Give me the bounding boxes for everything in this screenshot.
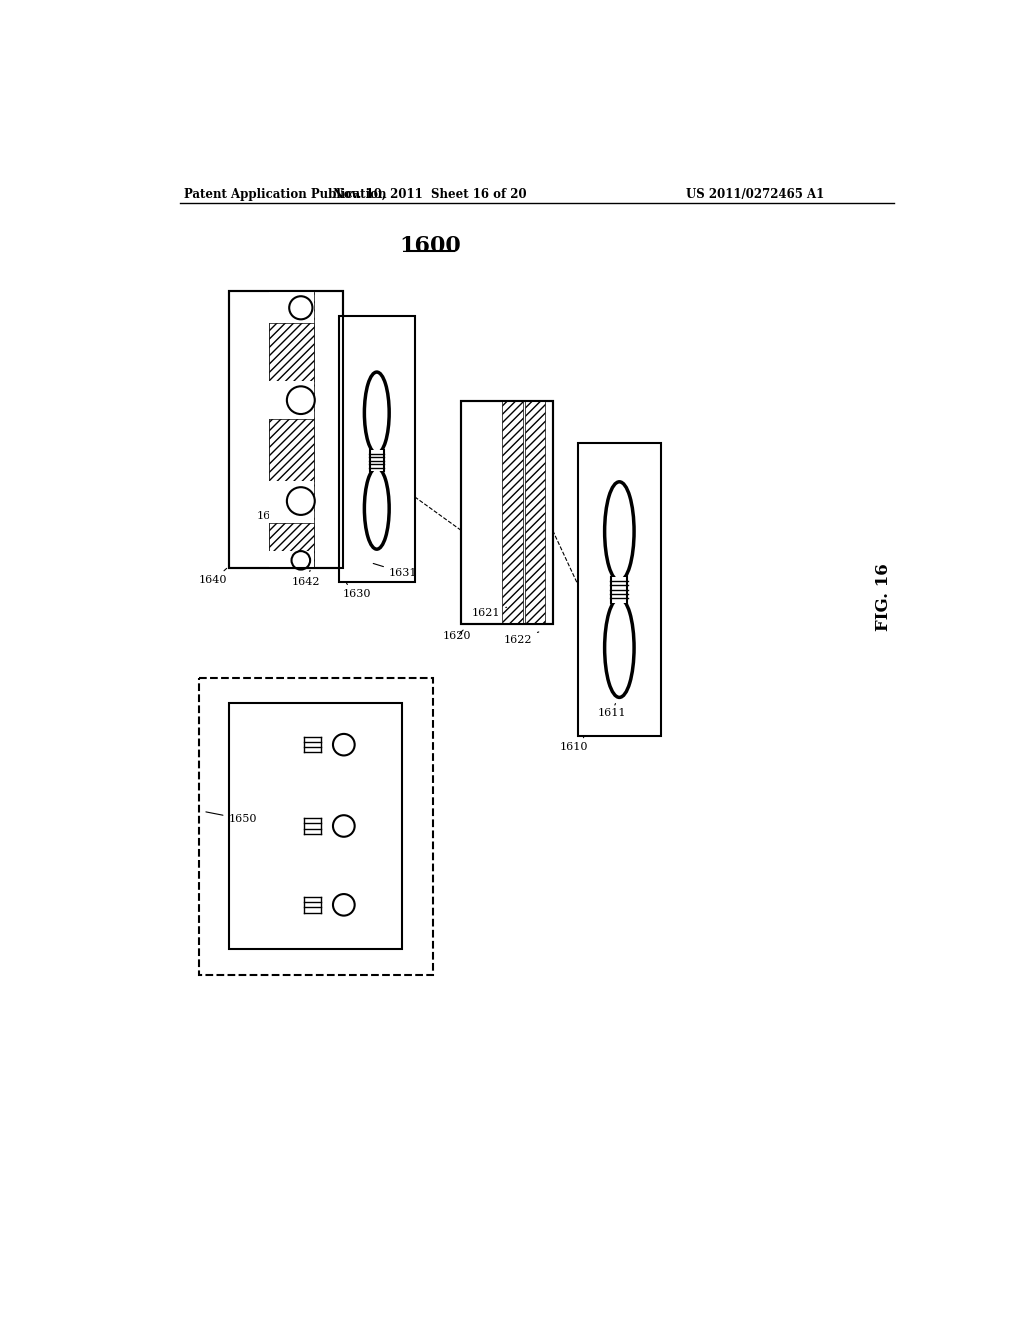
Text: 1640: 1640: [199, 569, 227, 585]
Bar: [269, 290, 314, 568]
Circle shape: [333, 734, 354, 755]
Bar: [524, 401, 545, 624]
Bar: [578, 444, 662, 737]
Bar: [269, 524, 314, 568]
Text: Nov. 10, 2011  Sheet 16 of 20: Nov. 10, 2011 Sheet 16 of 20: [334, 187, 527, 201]
Text: 1610: 1610: [559, 738, 588, 752]
Bar: [269, 480, 314, 523]
Text: 1641: 1641: [257, 511, 286, 521]
Ellipse shape: [365, 467, 389, 549]
Bar: [611, 577, 628, 602]
Bar: [502, 401, 523, 624]
Text: 1621: 1621: [472, 607, 507, 618]
Text: 1622: 1622: [504, 632, 539, 644]
Bar: [339, 317, 415, 582]
Text: 1630: 1630: [342, 583, 371, 599]
Bar: [200, 678, 433, 974]
Bar: [269, 552, 314, 568]
Text: US 2011/0272465 A1: US 2011/0272465 A1: [686, 187, 824, 201]
Bar: [269, 323, 314, 381]
Text: 1600: 1600: [399, 235, 461, 257]
Bar: [269, 420, 314, 480]
Circle shape: [287, 487, 314, 515]
Bar: [269, 381, 314, 420]
Text: 1631: 1631: [373, 564, 418, 578]
Circle shape: [289, 296, 312, 319]
Circle shape: [287, 387, 314, 414]
Ellipse shape: [604, 482, 634, 581]
Circle shape: [292, 552, 310, 570]
Bar: [269, 290, 314, 568]
Bar: [370, 450, 384, 471]
Text: 1620: 1620: [443, 630, 472, 640]
Text: 1650: 1650: [206, 812, 257, 824]
Text: Patent Application Publication: Patent Application Publication: [183, 187, 386, 201]
Bar: [228, 290, 343, 568]
Bar: [461, 401, 553, 624]
Bar: [524, 401, 545, 624]
Bar: [502, 401, 523, 624]
Bar: [228, 702, 402, 949]
Bar: [269, 290, 314, 323]
Text: 1642: 1642: [292, 570, 321, 587]
Bar: [461, 401, 553, 624]
Bar: [269, 420, 314, 480]
Bar: [228, 290, 343, 568]
Ellipse shape: [604, 598, 634, 697]
Text: 1611: 1611: [597, 704, 626, 718]
Bar: [269, 323, 314, 381]
Text: FIG. 16: FIG. 16: [876, 564, 892, 631]
Bar: [269, 524, 314, 568]
Circle shape: [333, 894, 354, 916]
Circle shape: [333, 816, 354, 837]
Ellipse shape: [365, 372, 389, 454]
